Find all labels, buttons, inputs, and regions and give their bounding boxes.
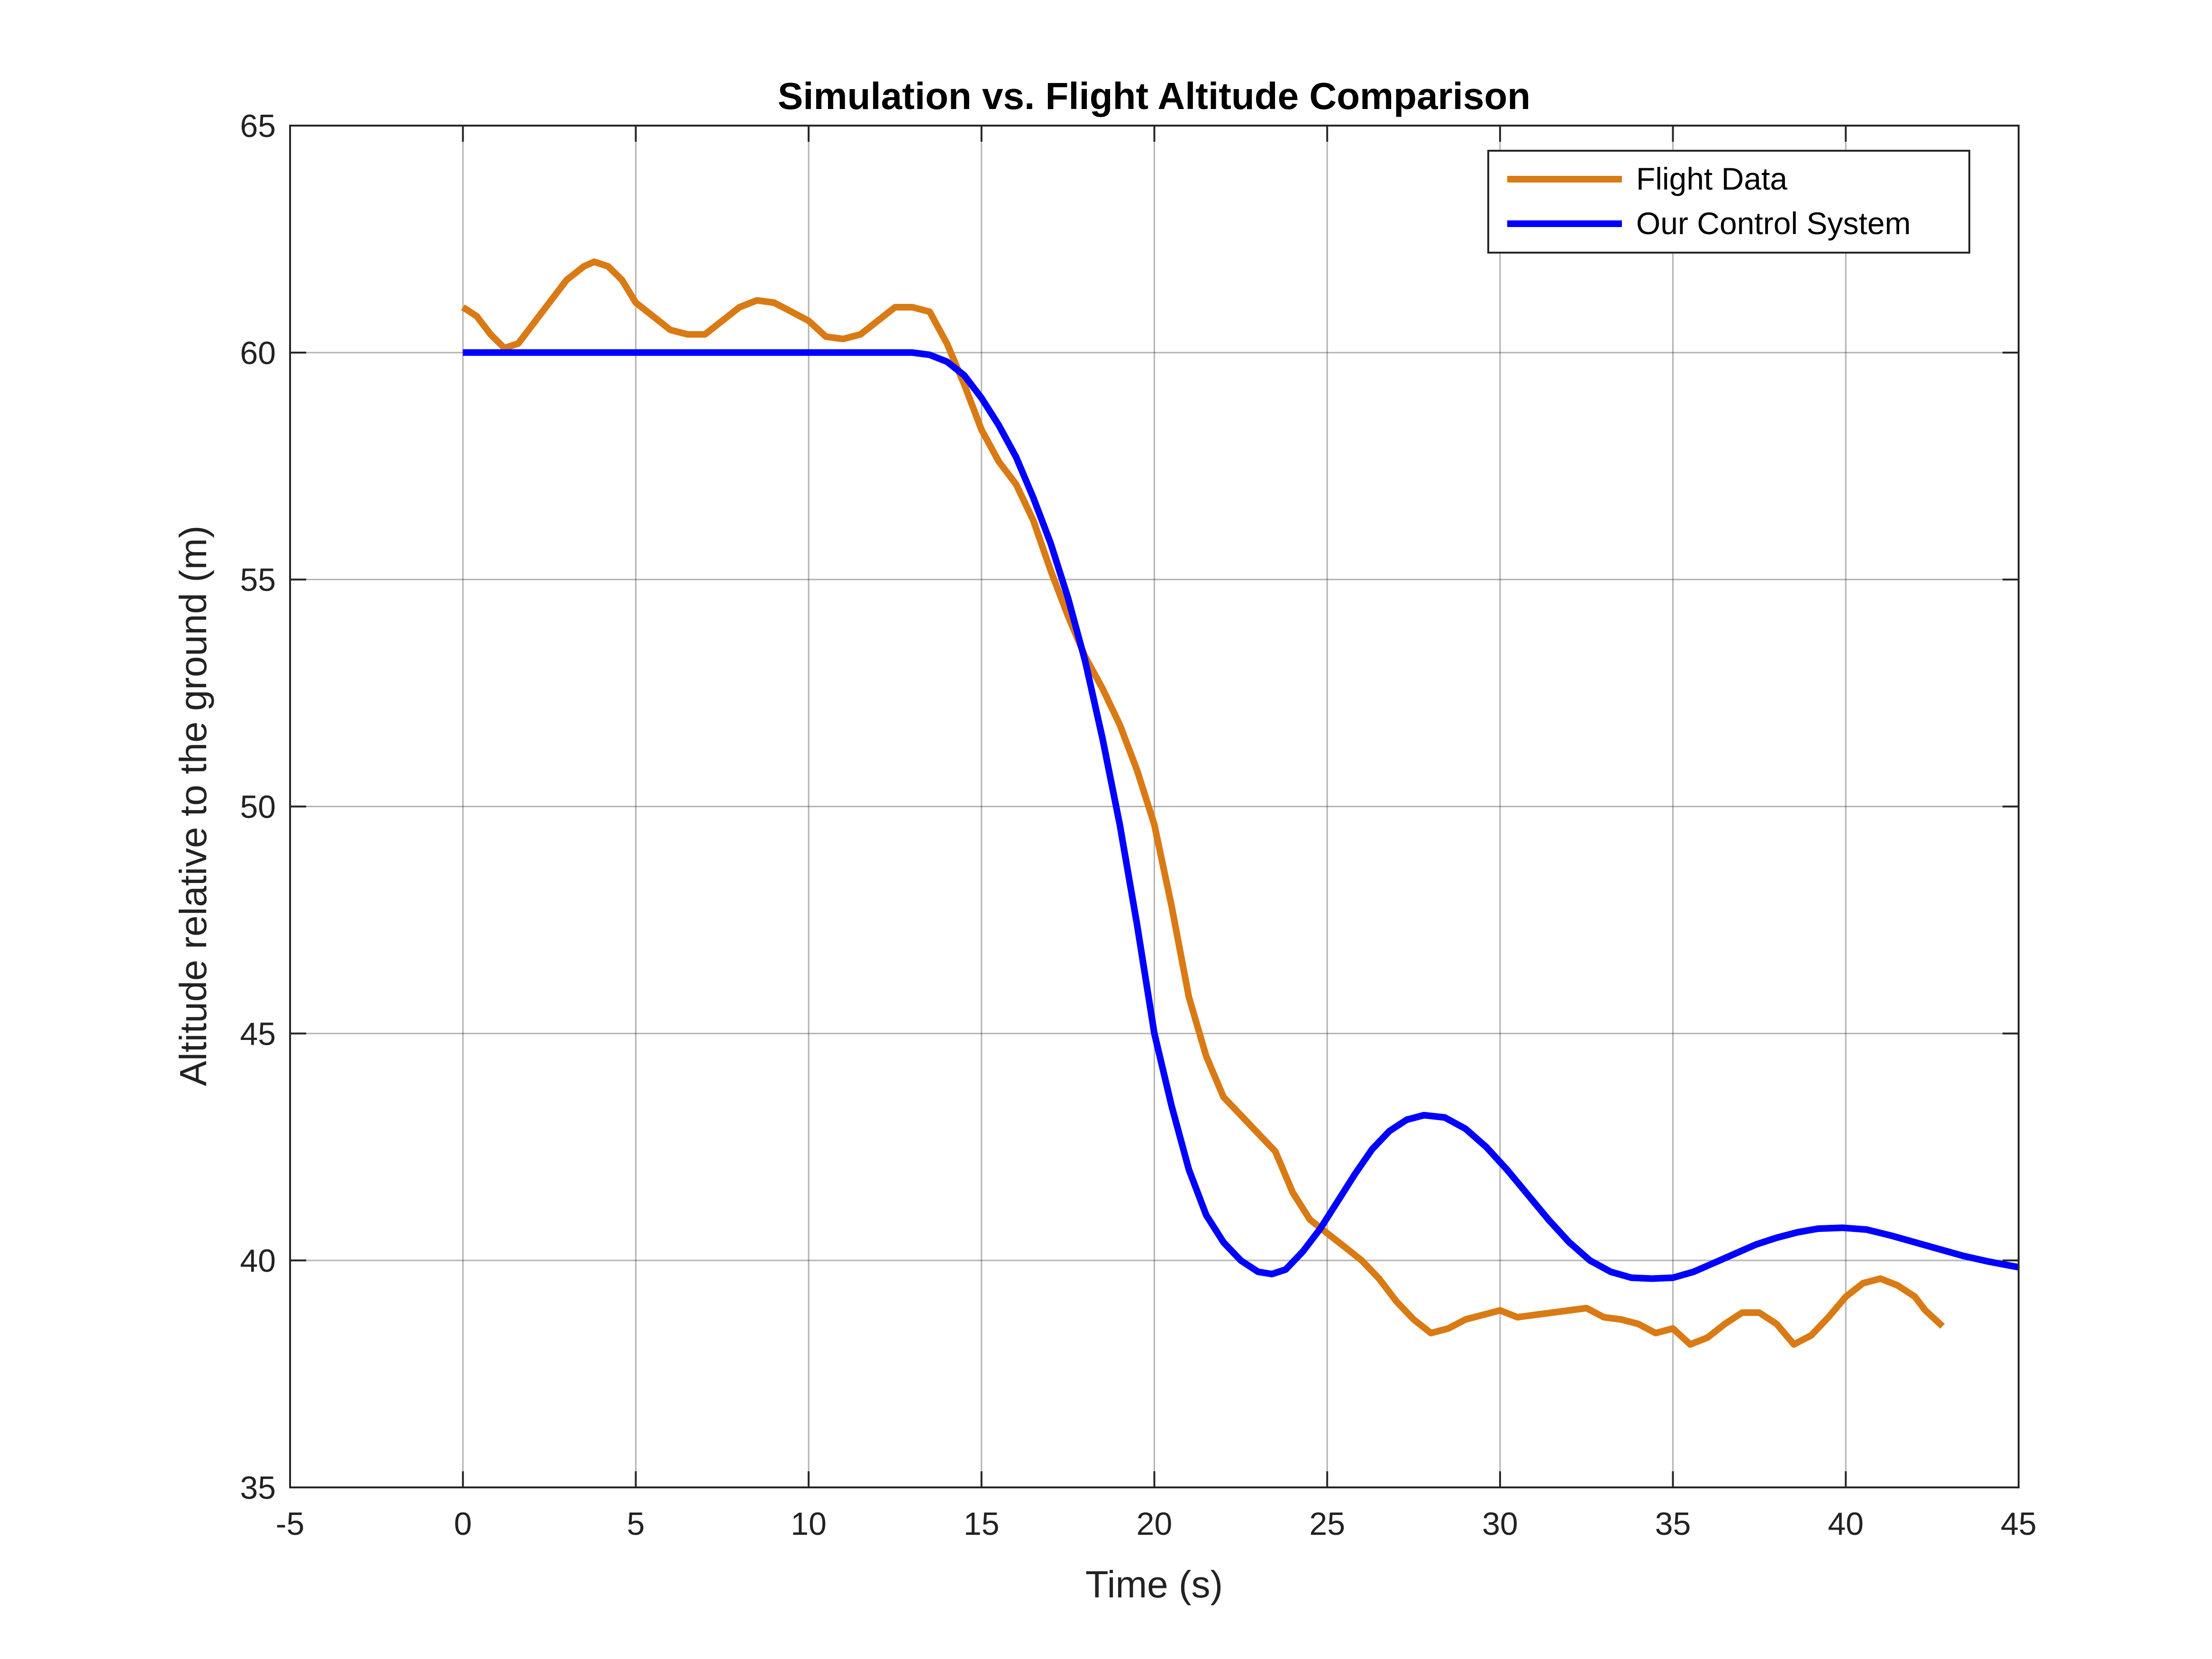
x-tick-label: 20 <box>1137 1506 1173 1542</box>
x-tick-label: 5 <box>627 1506 645 1542</box>
chart-title: Simulation vs. Flight Altitude Compariso… <box>778 75 1530 117</box>
x-tick-label: -5 <box>276 1506 304 1542</box>
y-tick-label: 45 <box>240 1016 276 1052</box>
y-tick-label: 60 <box>240 335 276 371</box>
series-line-our-control-system <box>463 349 2020 1282</box>
x-tick-label: 10 <box>791 1506 827 1542</box>
y-tick-label: 55 <box>240 562 276 598</box>
legend-box <box>1487 150 1970 254</box>
x-tick-label: 30 <box>1482 1506 1518 1542</box>
legend: Flight Data Our Control System <box>1487 150 1970 254</box>
tick-labels: -5 0 5 10 15 20 25 30 35 40 45 35 40 45 50 55 60 65 <box>240 108 2036 1542</box>
x-tick-label: 35 <box>1655 1506 1691 1542</box>
series-layer <box>461 258 2020 1348</box>
y-axis-label: Altitude relative to the ground (m) <box>172 526 214 1086</box>
y-tick-label: 50 <box>240 789 276 825</box>
x-tick-label: 15 <box>964 1506 1000 1542</box>
x-tick-label: 40 <box>1828 1506 1864 1542</box>
y-tick-label: 40 <box>240 1243 276 1279</box>
legend-label-our-control-system: Our Control System <box>1636 206 1911 241</box>
x-tick-label: 45 <box>2001 1506 2037 1542</box>
series-line-flight-data <box>461 258 1945 1348</box>
x-tick-label: 0 <box>454 1506 472 1542</box>
y-tick-label: 65 <box>240 108 276 144</box>
legend-label-flight-data: Flight Data <box>1636 161 1787 196</box>
x-tick-label: 25 <box>1309 1506 1345 1542</box>
ticks <box>289 125 2020 1488</box>
x-axis-label: Time (s) <box>1085 1563 1223 1605</box>
y-tick-label: 35 <box>240 1470 276 1506</box>
